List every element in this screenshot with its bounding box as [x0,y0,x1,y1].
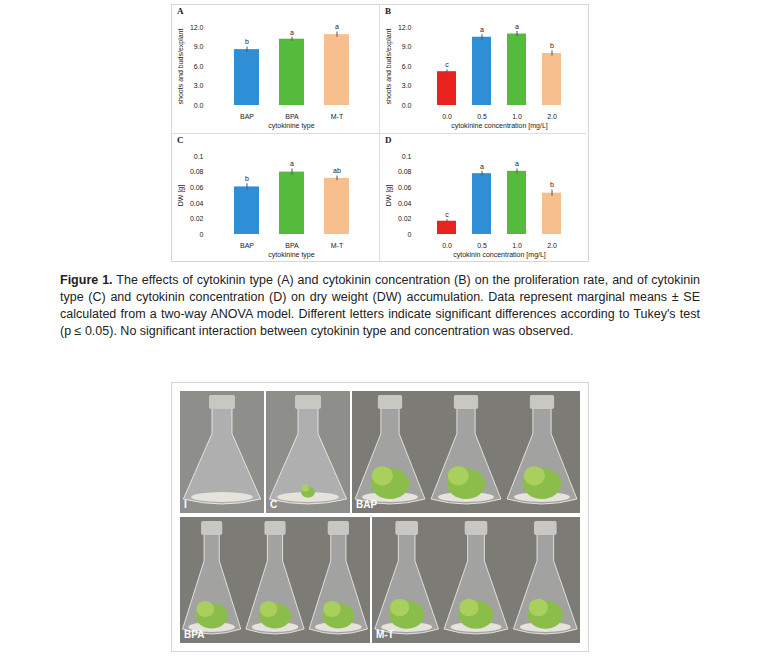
svg-text:0.04: 0.04 [398,200,412,207]
svg-text:C: C [270,499,277,510]
svg-text:c: c [445,211,449,218]
svg-text:b: b [550,42,554,49]
svg-text:12.0: 12.0 [398,24,412,31]
svg-text:0.0: 0.0 [442,113,452,120]
svg-text:0.1: 0.1 [194,153,204,160]
svg-text:9.0: 9.0 [402,43,412,50]
svg-text:0.08: 0.08 [398,168,412,175]
html-text:C: C [177,135,184,145]
svg-text:BPA: BPA [285,113,299,120]
svg-text:BAP: BAP [240,242,254,249]
svg-text:a: a [480,163,484,170]
svg-text:b: b [245,175,249,182]
svg-text:0.06: 0.06 [190,184,204,191]
html-text:B: B [385,6,391,16]
svg-text:b: b [245,38,249,45]
svg-text:0.5: 0.5 [477,113,487,120]
svg-text:cytokinin concentration [mg/L]: cytokinin concentration [mg/L] [453,251,546,259]
svg-text:0.5: 0.5 [477,242,487,249]
svg-text:a: a [515,160,519,167]
svg-text:M-T: M-T [376,629,394,640]
svg-text:shoots and buds/explant: shoots and buds/explant [385,29,393,105]
svg-text:cytokinine type: cytokinine type [268,251,314,259]
svg-text:M-T: M-T [331,242,344,249]
svg-text:0: 0 [408,231,412,238]
html-text:D: D [385,135,392,145]
svg-text:9.0: 9.0 [194,43,204,50]
svg-text:0.02: 0.02 [190,215,204,222]
svg-text:12.0: 12.0 [190,24,204,31]
svg-text:0.04: 0.04 [190,200,204,207]
svg-text:0.0: 0.0 [442,242,452,249]
svg-text:2.0: 2.0 [547,113,557,120]
svg-text:cytokinine concentration [mg/L: cytokinine concentration [mg/L] [451,122,548,130]
svg-text:1.0: 1.0 [512,113,522,120]
svg-text:6.0: 6.0 [194,63,204,70]
svg-text:1.0: 1.0 [512,242,522,249]
svg-text:BAP: BAP [356,499,377,510]
svg-text:a: a [290,28,294,35]
svg-text:shoots and buds/explant: shoots and buds/explant [177,29,185,105]
svg-text:DW [g]: DW [g] [385,185,393,206]
svg-text:0.08: 0.08 [190,168,204,175]
svg-text:ab: ab [333,167,341,174]
svg-text:b: b [550,181,554,188]
svg-text:0.1: 0.1 [402,153,412,160]
html-text:Figure 1. The effects of cytok: Figure 1. The effects of cytokinin type … [60,273,700,338]
svg-text:0.02: 0.02 [398,215,412,222]
svg-text:DW [g]: DW [g] [177,185,185,206]
svg-text:a: a [335,23,339,30]
svg-text:a: a [480,26,484,33]
svg-text:6.0: 6.0 [402,63,412,70]
svg-text:0: 0 [200,231,204,238]
svg-text:3.0: 3.0 [402,82,412,89]
svg-text:a: a [290,160,294,167]
svg-text:c: c [445,61,449,68]
svg-text:a: a [515,23,519,30]
svg-text:0.06: 0.06 [398,184,412,191]
svg-text:3.0: 3.0 [194,82,204,89]
svg-text:2.0: 2.0 [547,242,557,249]
svg-text:0.0: 0.0 [194,102,204,109]
html-text:A: A [177,6,184,16]
svg-text:BAP: BAP [240,113,254,120]
svg-text:cytokinine type: cytokinine type [268,122,314,130]
svg-text:BPA: BPA [184,629,204,640]
svg-text:I: I [184,499,187,510]
svg-text:M-T: M-T [331,113,344,120]
svg-text:0.0: 0.0 [402,102,412,109]
svg-text:BPA: BPA [285,242,299,249]
